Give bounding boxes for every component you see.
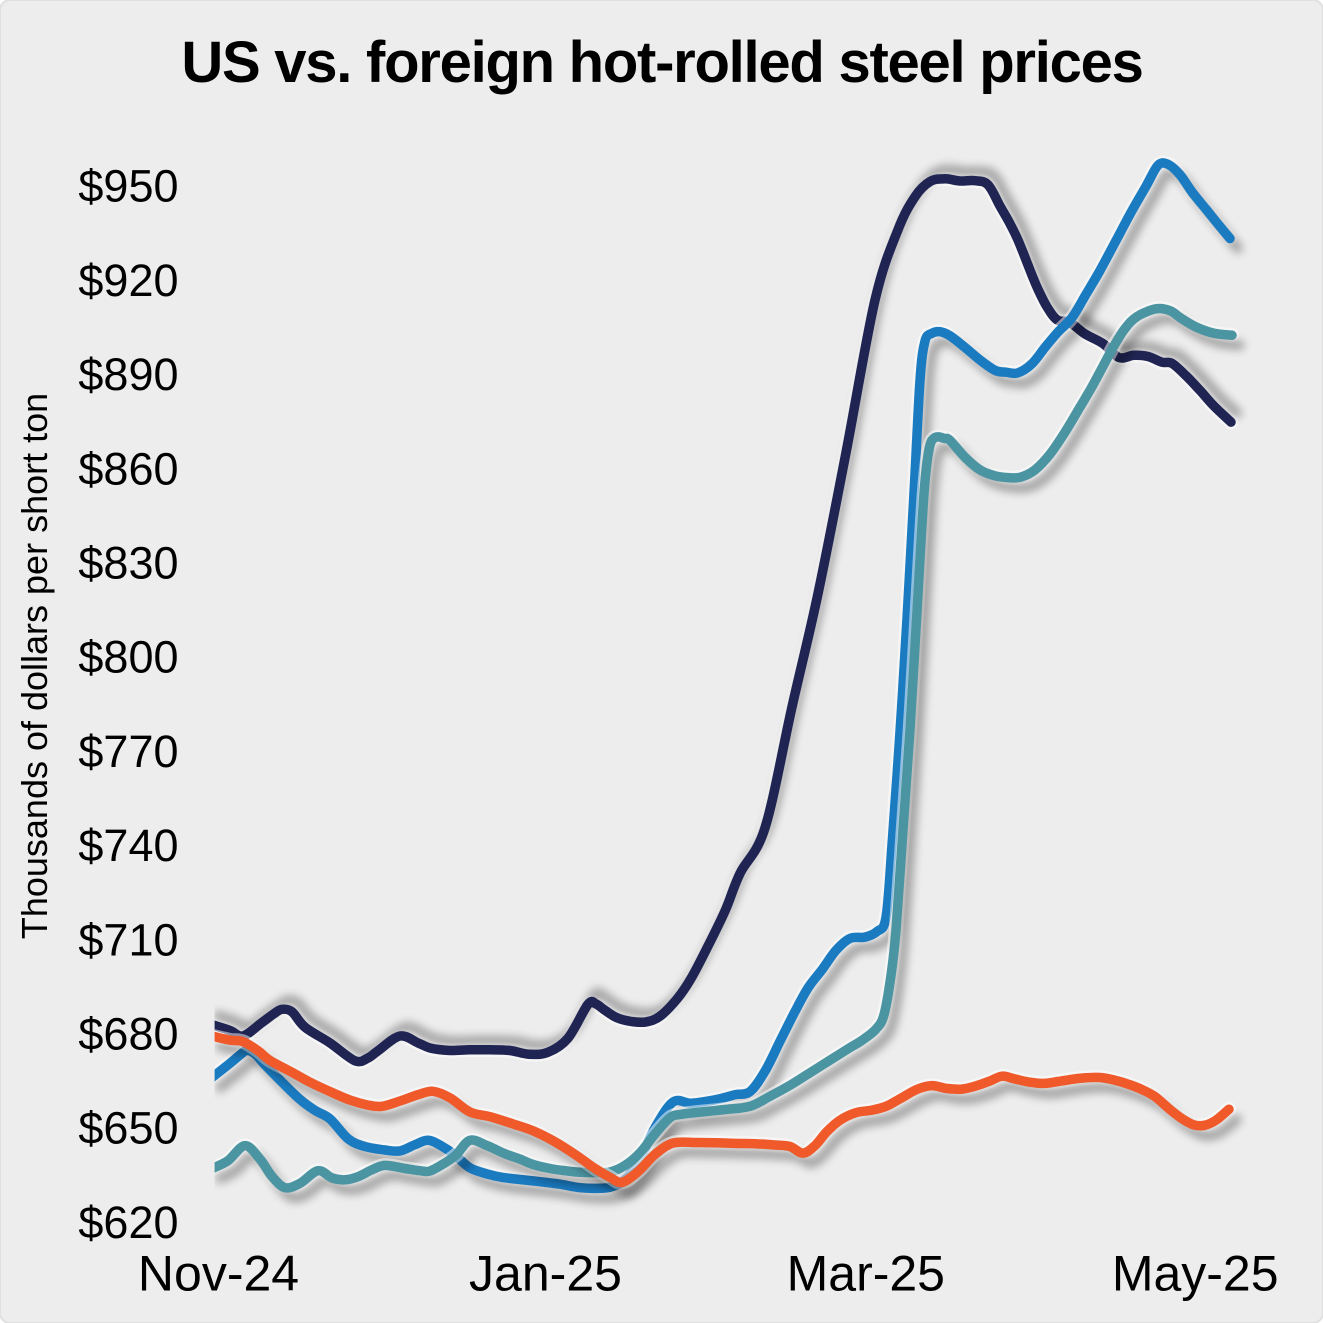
svg-text:$650: $650 [78,1103,178,1154]
svg-text:US vs. foreign hot-rolled stee: US vs. foreign hot-rolled steel prices [181,30,1142,95]
svg-text:Mar-25: Mar-25 [787,1245,945,1301]
svg-text:$800: $800 [78,632,178,683]
svg-text:$890: $890 [78,349,178,400]
svg-text:May-25: May-25 [1112,1245,1279,1301]
svg-text:Jan-25: Jan-25 [469,1245,622,1301]
svg-text:Thousands of dollars per short: Thousands of dollars per short ton [14,393,55,939]
svg-text:$710: $710 [78,914,178,965]
svg-text:$620: $620 [78,1197,178,1248]
svg-text:$860: $860 [78,443,178,494]
svg-text:$740: $740 [78,820,178,871]
svg-text:Nov-24: Nov-24 [138,1245,299,1301]
svg-text:$830: $830 [78,538,178,589]
svg-text:$950: $950 [78,161,178,212]
svg-text:$770: $770 [78,726,178,777]
svg-text:$920: $920 [78,255,178,306]
svg-text:$680: $680 [78,1009,178,1060]
